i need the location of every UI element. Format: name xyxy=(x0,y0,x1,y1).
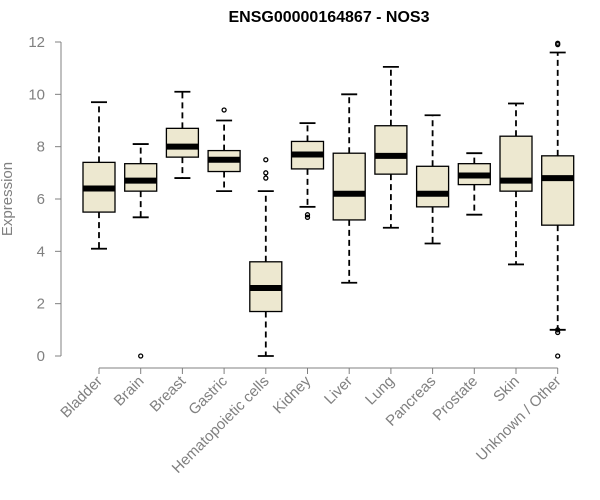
box xyxy=(415,165,450,208)
box xyxy=(165,127,200,158)
box-group xyxy=(332,93,366,284)
outlier-point xyxy=(555,327,561,333)
x-tick-label: Bladder xyxy=(57,373,106,422)
outlier-point xyxy=(304,214,311,220)
y-tick-label: 0 xyxy=(37,348,45,365)
box xyxy=(332,152,366,221)
box xyxy=(374,125,408,175)
y-tick-label: 2 xyxy=(37,296,45,313)
x-tick-label: Prostate xyxy=(430,373,482,425)
x-tick-label: Brain xyxy=(111,373,148,410)
plot-area xyxy=(82,40,575,359)
y-tick-label: 10 xyxy=(28,86,45,103)
outlier-point xyxy=(555,329,561,336)
box-group xyxy=(374,65,408,229)
box-group xyxy=(541,40,575,359)
box-group xyxy=(415,114,450,245)
y-tick-label: 4 xyxy=(37,243,45,260)
y-tick-label: 8 xyxy=(37,139,45,156)
outlier-point xyxy=(555,353,561,359)
box-group xyxy=(457,152,491,216)
box-group xyxy=(249,157,283,357)
box xyxy=(124,163,158,192)
box-group xyxy=(207,107,241,193)
outlier-point xyxy=(555,40,561,46)
outlier-point xyxy=(263,175,269,181)
x-tick-label: Skin xyxy=(490,373,523,406)
box-group xyxy=(290,122,325,220)
y-axis-title: Expression xyxy=(0,162,16,236)
outlier-point xyxy=(304,212,311,218)
box xyxy=(541,155,575,226)
x-tick-label: Breast xyxy=(147,372,190,415)
chart-title: ENSG00000164867 - NOS3 xyxy=(228,9,429,26)
y-axis: 0 2 4 6 8 10 12 xyxy=(28,34,62,365)
outlier-point xyxy=(263,157,269,163)
y-tick-label: 12 xyxy=(28,34,45,51)
x-tick-label: Lung xyxy=(362,373,398,409)
x-tick-label: Liver xyxy=(321,373,356,408)
box-group xyxy=(82,101,116,250)
box-group xyxy=(124,143,158,359)
outlier-point xyxy=(263,170,269,176)
box-group xyxy=(499,102,533,266)
outlier-point xyxy=(221,107,227,113)
y-tick-label: 6 xyxy=(37,191,45,208)
x-tick-label: Kidney xyxy=(270,372,315,417)
box-group xyxy=(165,90,200,179)
outlier-point xyxy=(138,353,144,359)
